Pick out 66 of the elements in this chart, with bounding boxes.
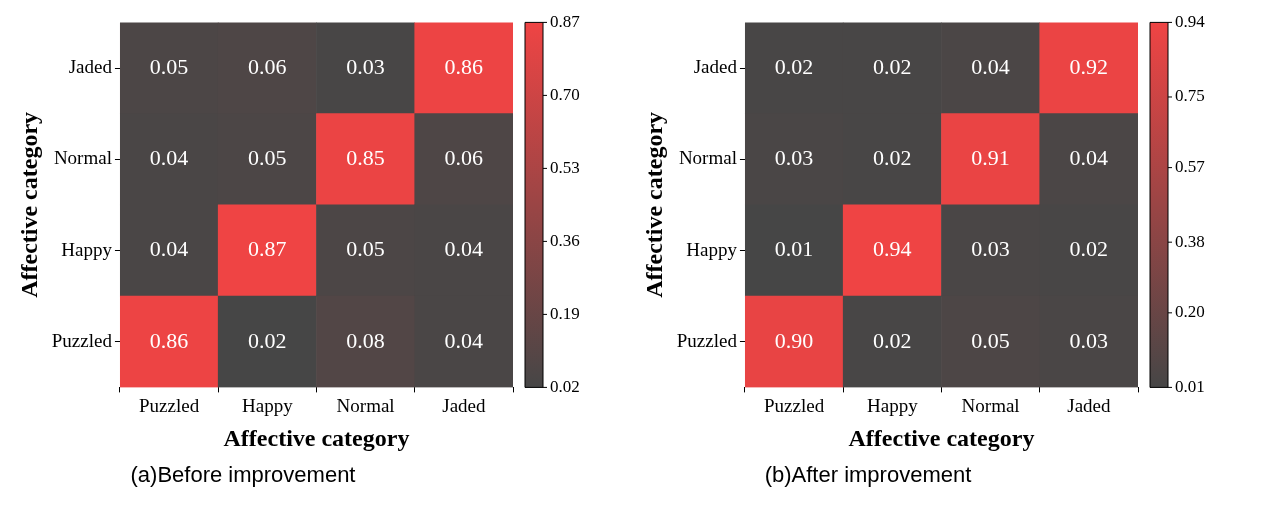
data-label: 0.05: [149, 53, 189, 79]
y-tick-label: Puzzled: [676, 329, 738, 351]
data-label: 0.92: [1069, 53, 1109, 79]
y-tick-label: Puzzled: [51, 329, 113, 351]
data-label: 0.86: [149, 327, 189, 353]
y-axis-title: Affective category: [640, 111, 667, 298]
y-tick-label: Jaded: [68, 56, 113, 78]
data-label: 0.94: [873, 236, 912, 262]
x-tick-label: Puzzled: [139, 394, 200, 416]
color-bar-label: 0.36: [550, 230, 580, 250]
x-axis-title: Affective category: [223, 424, 410, 451]
data-label: 0.03: [1069, 327, 1109, 353]
y-axis-title: Affective category: [15, 111, 42, 298]
data-label: 0.86: [444, 53, 484, 79]
data-label: 0.04: [971, 53, 1010, 79]
x-tick-label: Normal: [961, 394, 1020, 416]
x-tick-label: Happy: [867, 394, 919, 416]
color-bar-label: 0.19: [550, 303, 580, 323]
data-label: 0.90: [774, 327, 814, 353]
data-label: 0.04: [149, 145, 189, 171]
color-bar-label: 0.75: [1175, 86, 1205, 106]
x-axis-title: Affective category: [848, 424, 1035, 451]
data-label: 0.02: [873, 53, 912, 79]
data-label: 0.05: [248, 145, 287, 171]
color-bar-label: 0.57: [1175, 157, 1206, 177]
data-label: 0.04: [444, 327, 484, 353]
data-label: 0.08: [346, 327, 385, 353]
data-label: 0.02: [873, 327, 912, 353]
x-tick-label: Happy: [242, 394, 294, 416]
data-label: 0.04: [444, 236, 484, 262]
y-tick-label: Happy: [61, 238, 113, 260]
color-bar-label: 0.70: [550, 84, 580, 104]
color-bar-label: 0.01: [1175, 376, 1205, 396]
color-bar-label: 0.53: [550, 157, 580, 177]
data-label: 0.02: [1069, 236, 1109, 262]
data-label: 0.05: [971, 327, 1010, 353]
color-bar-label: 0.20: [1175, 302, 1205, 322]
x-tick-label: Puzzled: [764, 394, 825, 416]
data-label: 0.03: [774, 145, 814, 171]
data-label: 0.04: [149, 236, 189, 262]
y-tick-label: Normal: [53, 147, 112, 169]
text: (b)After improvement: [763, 462, 973, 488]
color-bar-label: 0.02: [550, 376, 580, 396]
data-label: 0.87: [248, 236, 287, 262]
y-tick-label: Normal: [678, 147, 737, 169]
data-label: 0.06: [248, 53, 287, 79]
x-tick-label: Normal: [336, 394, 395, 416]
color-bar-label: 0.38: [1175, 231, 1205, 251]
x-tick-label: Jaded: [1067, 394, 1111, 416]
data-label: 0.02: [873, 145, 912, 171]
color-bar-label: 0.87: [550, 11, 581, 31]
data-label: 0.03: [346, 53, 385, 79]
data-label: 0.02: [774, 53, 814, 79]
data-label: 0.04: [1069, 145, 1109, 171]
x-tick-label: Jaded: [442, 394, 486, 416]
data-label: 0.91: [971, 145, 1010, 171]
data-label: 0.01: [774, 236, 814, 262]
y-tick-label: Happy: [686, 238, 738, 260]
y-tick-label: Jaded: [693, 56, 738, 78]
data-label: 0.05: [346, 236, 385, 262]
data-label: 0.02: [248, 327, 287, 353]
data-label: 0.06: [444, 145, 484, 171]
data-label: 0.85: [346, 145, 385, 171]
color-bar-label: 0.94: [1175, 11, 1206, 31]
text: (a)Before improvement: [129, 462, 357, 488]
data-label: 0.03: [971, 236, 1010, 262]
